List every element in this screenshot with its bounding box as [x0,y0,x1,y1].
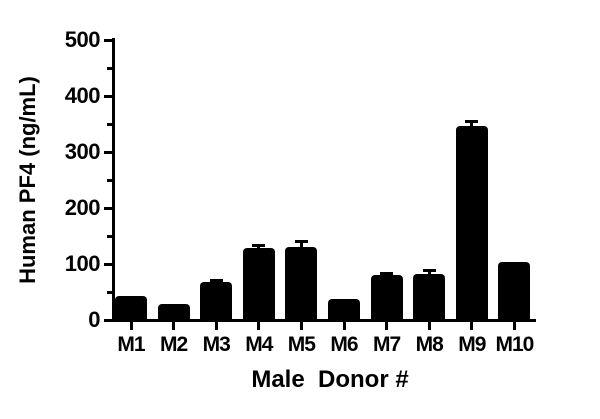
error-bar-cap-M7 [380,271,394,275]
y-axis-major-tick [104,38,112,42]
x-axis-tick-M3 [214,322,218,330]
bar-M10 [498,262,531,321]
error-bar-stem-M5 [299,240,303,247]
x-axis-tick-M2 [172,322,176,330]
y-axis-major-tick [104,318,112,322]
x-axis-tick-label-M2: M2 [160,333,188,356]
x-axis-tick-M4 [257,322,261,330]
x-axis-tick-label-M5: M5 [287,333,316,356]
x-axis-tick-label-M1: M1 [117,333,145,356]
x-axis-tick-M10 [512,322,516,330]
x-axis-tick-M1 [129,322,133,330]
y-axis-tick-label: 300 [64,139,101,164]
x-axis-tick-M6 [342,322,346,330]
y-axis-minor-tick [107,122,112,126]
x-axis-line [112,319,536,322]
bar-M4 [242,248,275,321]
y-axis-major-tick [104,94,112,98]
y-axis-tick-label: 400 [64,83,101,108]
error-bar-cap-M9 [465,119,479,123]
y-axis-minor-tick [107,290,112,294]
error-bar-cap-M5 [294,240,308,244]
error-bar-cap-M8 [422,269,436,273]
x-axis-tick-label-M7: M7 [373,333,401,356]
y-axis-tick-label: 0 [88,307,100,332]
bar-M8 [413,273,446,321]
error-bar-cap-M4 [252,244,266,248]
bar-M9 [455,125,488,321]
x-axis-tick-label-M8: M8 [415,333,444,356]
x-axis-tick-M5 [299,322,303,330]
x-axis-tick-M9 [470,322,474,330]
bar-M2 [157,303,190,321]
y-axis-major-tick [104,150,112,154]
error-bar-stem-M9 [470,119,474,126]
y-axis-tick-label: 100 [64,251,101,276]
y-axis-major-tick [104,262,112,266]
y-axis-minor-tick [107,234,112,238]
bar-M3 [200,282,233,321]
bar-M1 [115,295,147,321]
y-axis-minor-tick [107,66,112,70]
x-axis-tick-label-M4: M4 [245,333,273,356]
x-axis-tick-label-M6: M6 [330,333,358,356]
y-axis-line [112,38,115,322]
y-axis-tick-label: 500 [64,27,101,52]
error-bar-cap-M3 [209,278,223,282]
x-axis-tick-label-M3: M3 [202,333,231,356]
bar-M6 [328,299,360,321]
y-axis-major-tick [104,206,112,210]
y-axis-tick-label: 200 [64,195,101,220]
x-axis-tick-label-M10: M10 [495,333,534,356]
x-axis-title: Male Donor # [251,366,409,393]
x-axis-tick-M7 [385,322,389,330]
x-axis-tick-M8 [427,322,431,330]
y-axis-minor-tick [107,178,112,182]
bar-M7 [370,275,403,321]
bar-M5 [285,246,318,321]
x-axis-tick-label-M9: M9 [458,333,486,356]
